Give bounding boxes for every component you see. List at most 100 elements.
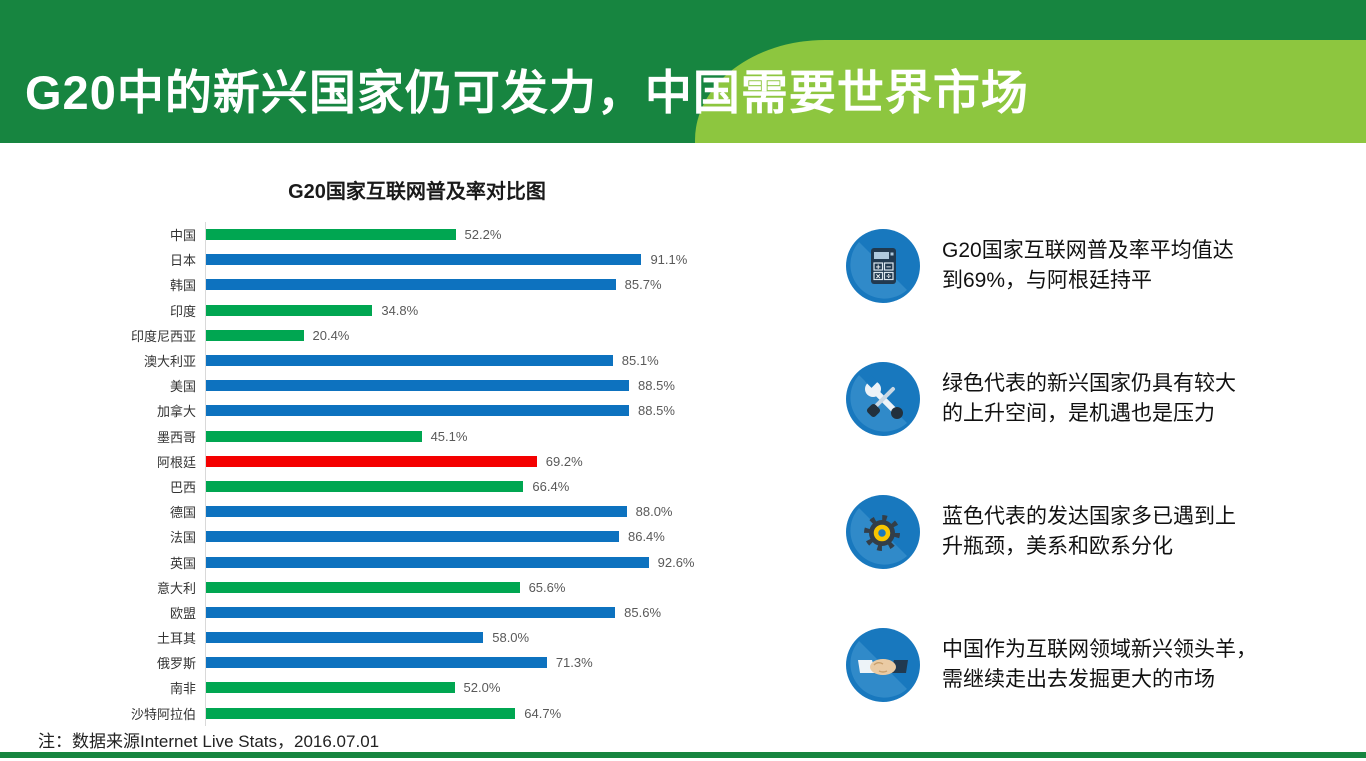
bar-value-label: 85.1% — [621, 353, 659, 369]
bar-row: 中国 52.2% — [0, 222, 820, 248]
bar — [206, 480, 524, 492]
country-label: 韩国 — [169, 278, 196, 294]
bar-track: 88.0% — [205, 499, 820, 525]
bar-value-label: 66.4% — [532, 478, 570, 494]
bar-track: 52.0% — [205, 675, 820, 701]
bar-value-label: 71.3% — [555, 655, 593, 671]
chart-title: G20国家互联网普及率对比图 — [288, 181, 546, 203]
country-label: 土耳其 — [156, 631, 196, 647]
gear-icon — [846, 495, 920, 569]
bar-track: 91.1% — [205, 247, 820, 273]
card-text-line: 的上升空间，是机遇也是压力 — [942, 402, 1215, 425]
card-text-line: 到69%，与阿根廷持平 — [942, 269, 1153, 292]
bar-row: 南非 52.0% — [0, 675, 820, 701]
country-label: 南非 — [169, 681, 196, 697]
country-label: 墨西哥 — [156, 429, 196, 445]
card-text: G20国家互联网普及率平均值达 到69%，与阿根廷持平 — [942, 236, 1234, 296]
bar — [206, 707, 516, 719]
bar — [206, 455, 537, 467]
bar-track: 86.4% — [205, 524, 820, 550]
card-china-market: 中国作为互联网领域新兴领头羊， 需继续走出去发掘更大的市场 — [846, 628, 1306, 702]
bar — [206, 355, 613, 367]
bar-row: 日本 91.1% — [0, 247, 820, 273]
bar-value-label: 88.5% — [638, 403, 675, 419]
country-label: 英国 — [169, 555, 196, 571]
bottom-accent-strip — [0, 752, 1366, 758]
bar — [206, 229, 456, 241]
bar-row: 土耳其 58.0% — [0, 625, 820, 651]
country-label: 日本 — [169, 253, 196, 269]
country-label: 加拿大 — [156, 404, 196, 420]
bar-value-label: 69.2% — [545, 453, 583, 469]
tools-icon — [846, 362, 920, 436]
country-label: 巴西 — [169, 479, 196, 495]
header-swoosh-shape — [695, 40, 1366, 143]
bar-row: 巴西 66.4% — [0, 473, 820, 500]
bar-track: 58.0% — [205, 625, 820, 651]
bar-value-label: 88.0% — [635, 504, 673, 520]
card-text-line: 蓝色代表的发达国家多已遇到上 — [942, 505, 1236, 528]
country-label: 阿根廷 — [156, 454, 196, 470]
bar — [206, 581, 520, 593]
country-label: 澳大利亚 — [143, 354, 196, 370]
bar-row: 意大利 65.6% — [0, 574, 820, 600]
bar-value-label: 45.1% — [430, 428, 468, 444]
country-label: 沙特阿拉伯 — [130, 706, 196, 722]
bar-track: 85.1% — [205, 347, 820, 374]
svg-text:×: × — [875, 273, 881, 281]
bar-track: 92.6% — [205, 549, 820, 575]
bar-row: 印度尼西亚 20.4% — [0, 322, 820, 348]
page-title: G20中的新兴国家仍可发力，中国需要世界市场 — [25, 66, 1029, 119]
bar-value-label: 65.6% — [528, 579, 566, 595]
card-developed: 蓝色代表的发达国家多已遇到上 升瓶颈，美系和欧系分化 — [846, 495, 1306, 569]
bar — [206, 531, 619, 543]
country-label: 德国 — [169, 505, 196, 521]
bar-track: 45.1% — [205, 423, 820, 449]
card-emerging: 绿色代表的新兴国家仍具有较大 的上升空间，是机遇也是压力 — [846, 362, 1306, 436]
bar-row: 阿根廷 69.2% — [0, 448, 820, 474]
bar-row: 欧盟 85.6% — [0, 599, 820, 625]
calculator-icon: + − × ÷ — [846, 229, 920, 303]
card-text: 中国作为互联网领域新兴领头羊， 需继续走出去发掘更大的市场 — [942, 635, 1257, 695]
bar-value-label: 88.5% — [638, 378, 675, 394]
bar — [206, 380, 630, 392]
bar-value-label: 85.7% — [624, 277, 662, 293]
country-label: 欧盟 — [169, 605, 196, 621]
country-label: 印度尼西亚 — [130, 328, 196, 344]
bar — [206, 606, 616, 618]
bar-value-label: 85.6% — [624, 604, 662, 620]
bar — [206, 405, 630, 417]
bar — [206, 556, 649, 568]
bar-row: 印度 34.8% — [0, 297, 820, 323]
country-label: 法国 — [169, 530, 196, 546]
svg-text:−: − — [886, 263, 892, 271]
bar-track: 65.6% — [205, 574, 820, 600]
bar-value-label: 64.7% — [524, 705, 562, 721]
bar-row: 英国 92.6% — [0, 549, 820, 575]
bar — [206, 682, 455, 694]
bar-value-label: 91.1% — [650, 252, 688, 268]
bar-track: 64.7% — [205, 700, 820, 726]
bar — [206, 657, 547, 669]
card-text-line: G20国家互联网普及率平均值达 — [942, 239, 1234, 262]
bar-row: 美国 88.5% — [0, 373, 820, 399]
bar-row: 墨西哥 45.1% — [0, 423, 820, 449]
card-text: 绿色代表的新兴国家仍具有较大 的上升空间，是机遇也是压力 — [942, 369, 1236, 429]
bar — [206, 329, 304, 341]
bar-row: 德国 88.0% — [0, 499, 820, 525]
card-text-line: 需继续走出去发掘更大的市场 — [942, 668, 1215, 691]
svg-text:+: + — [875, 263, 881, 271]
source-note: 注：数据来源Internet Live Stats，2016.07.01 — [38, 732, 380, 751]
bar — [206, 506, 627, 518]
header-banner: G20中的新兴国家仍可发力，中国需要世界市场 — [0, 0, 1366, 143]
bar-track: 88.5% — [205, 398, 820, 424]
bar-row: 俄罗斯 71.3% — [0, 650, 820, 676]
bar-value-label: 52.2% — [464, 227, 502, 243]
country-label: 中国 — [169, 228, 196, 244]
bar-row: 沙特阿拉伯 64.7% — [0, 700, 820, 726]
bar-value-label: 58.0% — [492, 630, 530, 646]
bar-value-label: 20.4% — [312, 327, 350, 343]
bar-track: 34.8% — [205, 297, 820, 323]
bar-row: 法国 86.4% — [0, 524, 820, 550]
